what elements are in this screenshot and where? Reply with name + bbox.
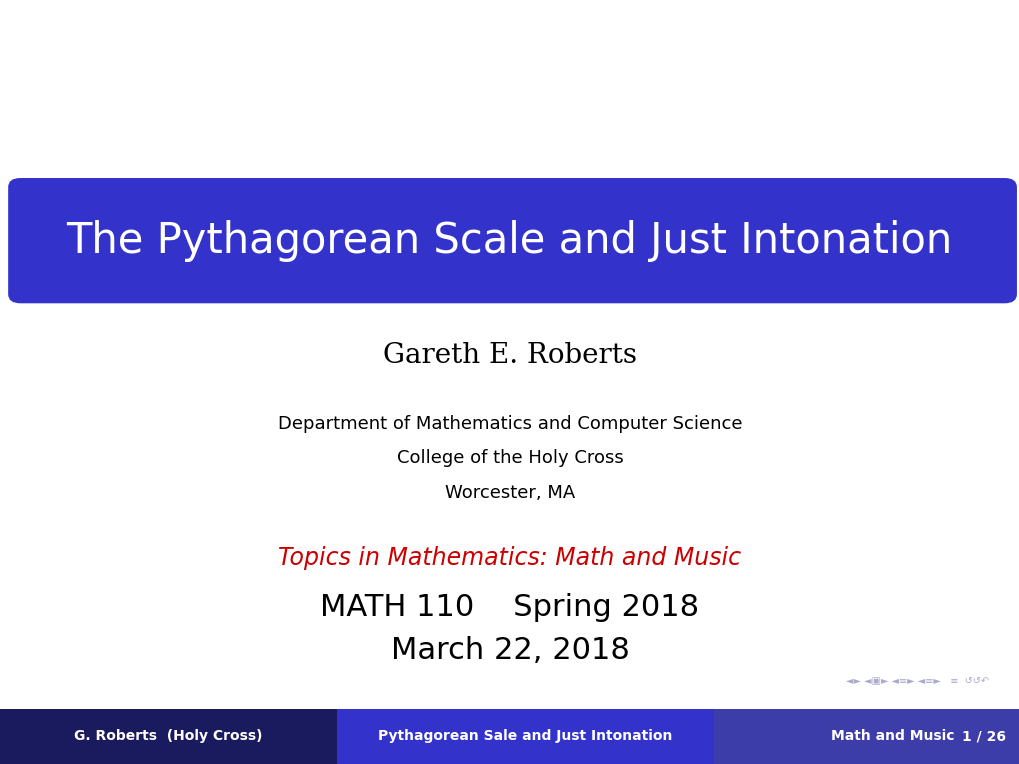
Text: Gareth E. Roberts: Gareth E. Roberts xyxy=(382,342,637,369)
Text: MATH 110    Spring 2018: MATH 110 Spring 2018 xyxy=(320,593,699,622)
Text: Pythagorean Sale and Just Intonation: Pythagorean Sale and Just Intonation xyxy=(378,730,672,743)
FancyBboxPatch shape xyxy=(8,178,1016,303)
Text: Department of Mathematics and Computer Science: Department of Mathematics and Computer S… xyxy=(277,415,742,433)
Bar xyxy=(713,709,1019,764)
Text: 1 / 26: 1 / 26 xyxy=(961,730,1006,743)
Bar xyxy=(336,709,713,764)
Text: ◄► ◄▣► ◄≡► ◄≡►   ≡  ↺↺↶: ◄► ◄▣► ◄≡► ◄≡► ≡ ↺↺↶ xyxy=(846,676,988,687)
Text: The Pythagorean Scale and Just Intonation: The Pythagorean Scale and Just Intonatio… xyxy=(66,220,952,261)
Text: March 22, 2018: March 22, 2018 xyxy=(390,636,629,665)
Text: College of the Holy Cross: College of the Holy Cross xyxy=(396,449,623,468)
Text: Worcester, MA: Worcester, MA xyxy=(444,484,575,502)
Bar xyxy=(0,709,336,764)
Text: G. Roberts  (Holy Cross): G. Roberts (Holy Cross) xyxy=(74,730,262,743)
Text: Math and Music: Math and Music xyxy=(829,730,954,743)
Text: Topics in Mathematics: Math and Music: Topics in Mathematics: Math and Music xyxy=(278,545,741,570)
